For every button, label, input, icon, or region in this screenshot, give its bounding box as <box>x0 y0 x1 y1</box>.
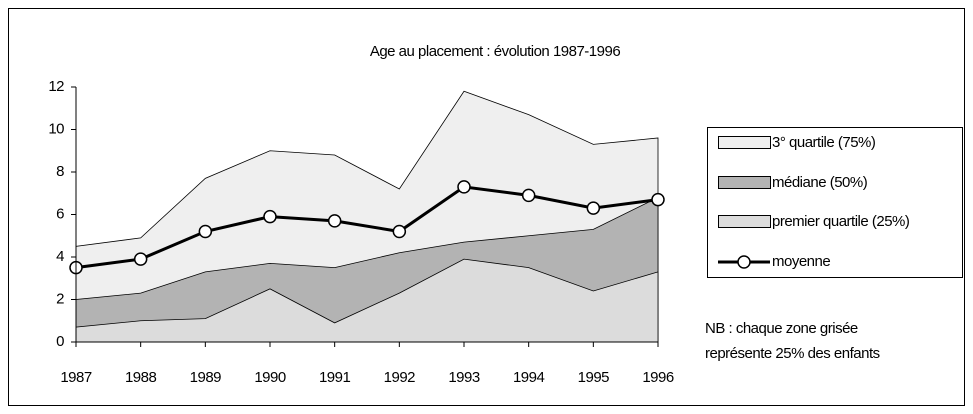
legend-marker <box>737 255 751 269</box>
y-tick-label: 12 <box>48 78 64 95</box>
line <box>75 185 659 270</box>
x-tick-label: 1991 <box>319 369 351 386</box>
x-tick-label: 1989 <box>190 369 222 386</box>
x-tick-label: 1988 <box>125 369 157 386</box>
x-tick-label: 1992 <box>384 369 416 386</box>
chart-title: Age au placement : évolution 1987-1996 <box>370 43 621 60</box>
marker <box>263 209 277 224</box>
x-tick-label: 1994 <box>513 369 545 386</box>
y-tick-label: 6 <box>56 205 64 222</box>
y-tick-label: 4 <box>56 248 64 265</box>
legend-box <box>707 127 963 278</box>
legend-label: 3° quartile (75%) <box>772 134 876 151</box>
legend-label: médiane (50%) <box>772 174 868 191</box>
marker <box>198 224 213 239</box>
annotation: NB : chaque zone grisée <box>705 320 858 337</box>
x-tick-label: 1990 <box>254 369 286 386</box>
marker <box>651 192 665 207</box>
legend-label: premier quartile (25%) <box>772 213 910 230</box>
area <box>75 258 659 343</box>
marker <box>586 201 601 215</box>
y-tick-label: 2 <box>56 290 64 307</box>
marker <box>327 214 342 228</box>
y-tick-label: 0 <box>56 333 64 350</box>
marker <box>392 224 407 239</box>
annotation: représente 25% des enfants <box>705 345 880 362</box>
x-tick-label: 1987 <box>60 369 92 386</box>
legend-swatch <box>718 136 771 149</box>
marker <box>457 180 471 194</box>
legend-swatch <box>718 176 771 189</box>
marker <box>521 188 536 203</box>
x-tick-label: 1995 <box>578 369 610 386</box>
y-tick-label: 8 <box>56 163 64 180</box>
legend-swatch <box>718 215 771 228</box>
y-tick-label: 10 <box>48 120 64 137</box>
legend-label: moyenne <box>772 253 830 270</box>
x-tick-label: 1996 <box>642 369 674 386</box>
x-tick-label: 1993 <box>448 369 480 386</box>
marker <box>133 252 148 266</box>
